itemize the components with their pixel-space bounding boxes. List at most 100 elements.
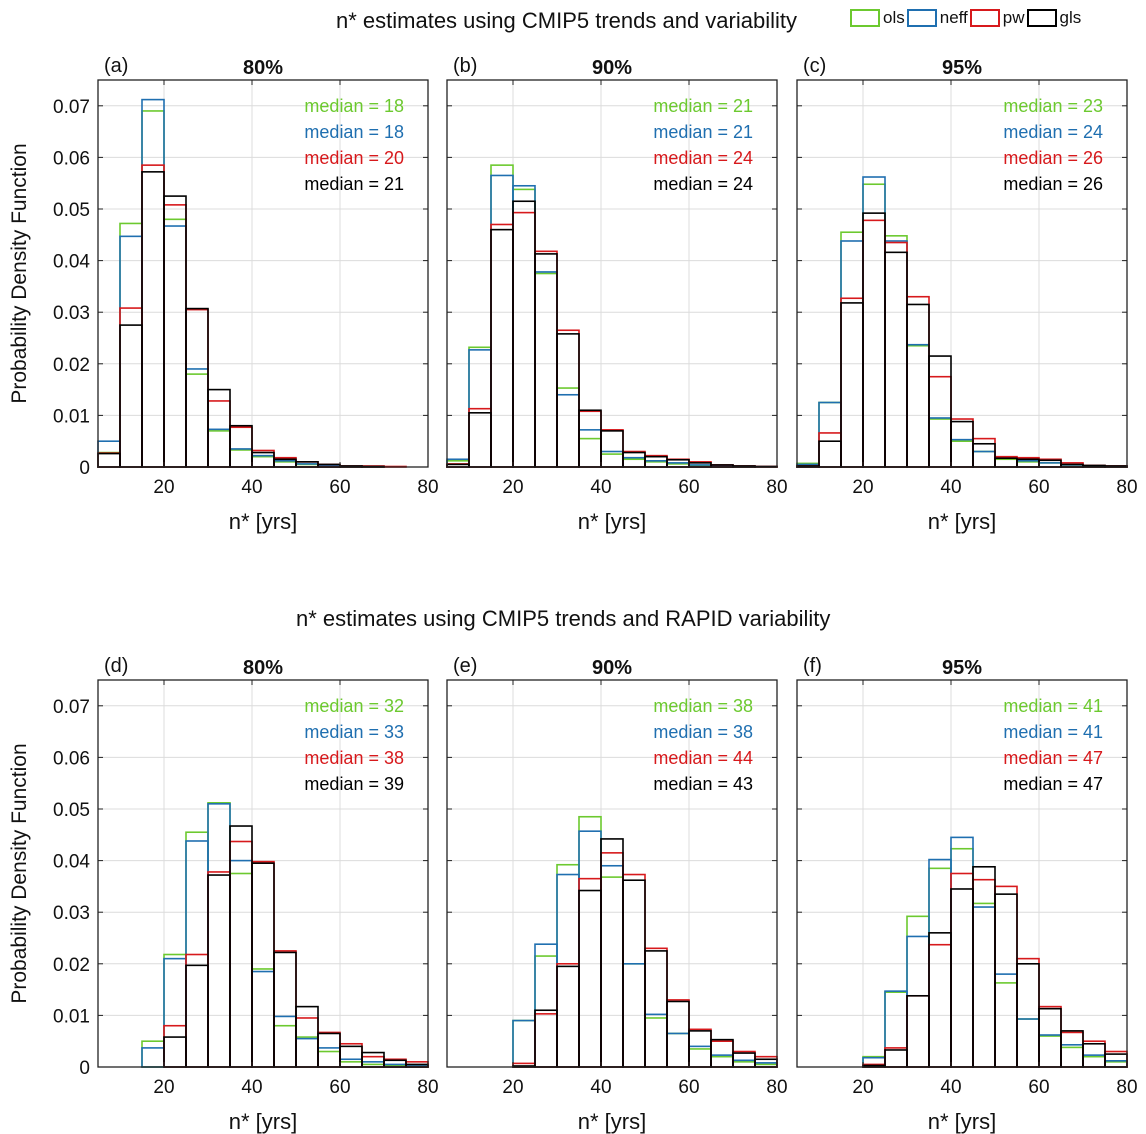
histogram-bar-pw	[273, 950, 297, 1068]
histogram-bar-gls	[600, 838, 624, 1068]
histogram-bar-neff	[534, 271, 558, 468]
histogram-bar-gls	[185, 964, 209, 1068]
x-tick-label: 80	[1116, 477, 1137, 498]
histogram-bar-neff	[1016, 1018, 1040, 1068]
histogram-bar-neff	[229, 448, 253, 468]
histogram-bar-pw	[229, 426, 253, 468]
histogram-bar-pw	[534, 250, 558, 468]
histogram-bar-ols	[468, 346, 492, 468]
series-neff	[141, 803, 429, 1068]
histogram-bar-pw	[97, 452, 121, 468]
histogram-bar-pw	[163, 204, 187, 468]
panel-title: 90%	[592, 57, 632, 79]
histogram-bar-neff	[1038, 1034, 1062, 1068]
x-tick-label: 80	[1116, 1077, 1137, 1098]
histogram-bar-gls	[317, 1032, 341, 1068]
panel-title: 95%	[942, 657, 982, 679]
histogram-bar-gls	[928, 932, 952, 1068]
histogram-bar-ols	[710, 1055, 734, 1068]
top-figure-title: n* estimates using CMIP5 trends and vari…	[336, 8, 797, 33]
histogram-bar-ols	[534, 955, 558, 1068]
histogram-bar-neff	[490, 174, 514, 468]
histogram-bar-gls	[119, 324, 143, 468]
x-tick-label: 40	[241, 1077, 262, 1098]
legend-item-ols: ols	[850, 8, 905, 28]
histogram-bar-pw	[840, 297, 864, 468]
histogram-bar-gls	[163, 1036, 187, 1068]
histogram-bar-gls	[644, 950, 668, 1068]
histogram-bar-pw	[556, 329, 580, 468]
x-tick-label: 20	[852, 1077, 873, 1098]
x-tick-label: 80	[766, 477, 787, 498]
x-tick-label: 60	[1028, 1077, 1049, 1098]
median-label-ols: median = 18	[304, 96, 404, 116]
histogram-bar-neff	[141, 1047, 165, 1068]
histogram-bar-ols	[972, 450, 996, 468]
y-tick-label: 0.03	[53, 903, 90, 924]
histogram-bar-pw	[862, 219, 886, 468]
x-axis-label: n* [yrs]	[578, 509, 646, 534]
histogram-bar-gls	[251, 451, 275, 468]
histogram-bar-ols	[622, 458, 646, 468]
x-tick-label: 80	[766, 1077, 787, 1098]
histogram-bar-neff	[512, 1019, 536, 1068]
panel-c: 20 40 60 80 (c) 95% n* [yrs] median = 23 median …	[796, 55, 1138, 534]
x-tick-label: 60	[1028, 477, 1049, 498]
histogram-bar-ols	[840, 231, 864, 468]
histogram-bar-neff	[972, 450, 996, 468]
histogram-bar-ols	[229, 449, 253, 468]
histogram-bar-gls	[1038, 1007, 1062, 1068]
histogram-bar-ols	[666, 1032, 690, 1068]
histogram-bar-pw	[578, 877, 602, 1068]
histogram-bar-neff	[950, 438, 974, 468]
histogram-bar-ols	[950, 440, 974, 468]
histogram-bar-pw	[1016, 957, 1040, 1068]
legend-item-pw: pw	[969, 8, 1025, 28]
y-tick-label: 0	[79, 458, 90, 479]
histogram-bar-neff	[884, 240, 908, 468]
histogram-bar-neff	[950, 836, 974, 1068]
median-label-gls: median = 24	[653, 174, 753, 194]
axes-box	[796, 679, 1128, 1068]
histogram-bar-gls	[906, 994, 930, 1068]
histogram-bar-ols	[97, 451, 121, 468]
x-tick-label: 20	[502, 477, 523, 498]
median-label-ols: median = 21	[653, 96, 753, 116]
histogram-bar-pw	[207, 400, 231, 468]
histogram-bar-ols	[884, 991, 908, 1068]
histogram-bar-neff	[818, 401, 842, 468]
histogram-bar-ols	[578, 815, 602, 1068]
histogram-bar-gls	[818, 440, 842, 468]
histogram-bar-neff	[994, 973, 1018, 1068]
histogram-bar-gls	[884, 1049, 908, 1068]
histogram-bar-ols	[185, 831, 209, 1068]
histogram-bar-gls	[207, 874, 231, 1068]
legend-label-gls: gls	[1059, 8, 1082, 27]
y-tick-label: 0.07	[53, 697, 90, 718]
histogram-bar-gls	[556, 965, 580, 1068]
y-tick-label: 0.05	[53, 800, 90, 821]
histogram-bar-pw	[710, 1040, 734, 1068]
median-label-ols: median = 38	[653, 696, 753, 716]
y-tick-label: 0.01	[53, 1006, 90, 1027]
axes-box	[796, 79, 1128, 468]
histogram-bar-gls	[251, 862, 275, 1068]
histogram-bar-ols	[273, 1024, 297, 1068]
histogram-bar-gls	[1060, 1030, 1084, 1068]
series-gls	[446, 200, 778, 468]
histogram-bar-ols	[578, 437, 602, 468]
histogram-bar-neff	[339, 1058, 363, 1068]
histogram-bar-pw	[185, 953, 209, 1068]
histogram-bar-neff	[906, 343, 930, 468]
series-gls	[163, 825, 429, 1068]
histogram-bar-pw	[229, 840, 253, 1068]
histogram-bar-ols	[251, 968, 275, 1068]
panel-label: (a)	[104, 55, 128, 77]
histogram-bar-pw	[644, 947, 668, 1068]
histogram-bar-neff	[534, 943, 558, 1068]
histogram-bar-gls	[490, 228, 514, 468]
histogram-bar-gls	[710, 1038, 734, 1068]
histogram-bar-neff	[884, 990, 908, 1068]
histogram-bar-ols	[512, 1019, 536, 1068]
histogram-bar-ols	[119, 222, 143, 468]
